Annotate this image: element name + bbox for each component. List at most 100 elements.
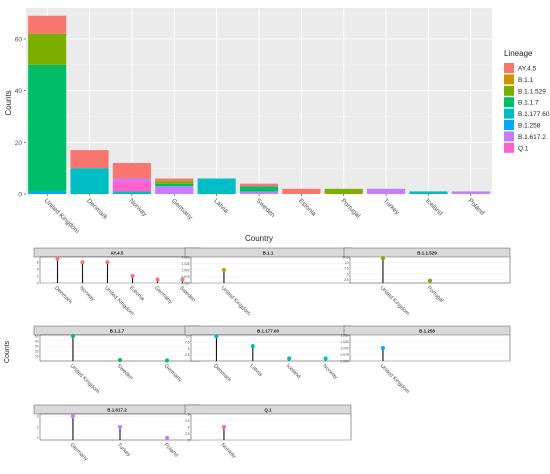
- facet-y-tick-label: 1: [37, 436, 39, 440]
- facet-x-tick-label: Germany: [163, 363, 183, 383]
- facet-b-1-1-529: B.1.1.529 2.5 57.5 10 12.5 United Kingdom Port…: [342, 247, 511, 317]
- facet-y-tick-label: 10: [186, 335, 190, 339]
- lollipop-point-b-1-177-60-latvia: [250, 344, 255, 349]
- legend-key-b-1-617-2: [504, 131, 514, 142]
- facet-b-1-177-60: B.1.177.60 2.5 5 7.5 10 Denmark Latvia Iceland N…: [184, 325, 352, 383]
- facet-y-tick-label: 2.5: [185, 353, 190, 357]
- facet-x-tick-label: Latvia: [248, 363, 263, 378]
- facet-x-tick-label: Norway: [220, 442, 238, 460]
- bar-norway-q-1: [112, 181, 151, 192]
- facet-panel: [39, 256, 201, 284]
- bar-denmark-ay-4-5: [70, 150, 109, 169]
- facet-b-1-258: B.1.258 0.950 0.975 1.000 1.025 1.050 United K…: [341, 325, 511, 395]
- bar-poland-b-1-617-2: [451, 191, 490, 194]
- facet-y-tick-label: 7.5: [344, 267, 349, 271]
- x-axis-label: Country: [245, 234, 273, 243]
- facet-y-tick-label: 30: [35, 344, 39, 348]
- facet-y-tick-label: 10: [345, 261, 349, 265]
- bar-latvia-b-1-177-60: [197, 178, 236, 194]
- bar-united-kingdom-b-1-258: [28, 191, 67, 194]
- x-tick-label-estonia: Estonia: [297, 197, 318, 218]
- bar-germany-b-1-1-7: [155, 183, 194, 187]
- lollipop-point-ay-4-5-estonia: [130, 273, 135, 279]
- bar-iceland-b-1-177-60: [409, 191, 448, 194]
- lollipop-point-ay-4-5-sweden: [180, 277, 185, 282]
- facet-y-tick-label: 1.000: [182, 268, 190, 272]
- bar-germany-ay-4-5: [155, 178, 194, 182]
- facet-x-tick-label: Poland: [163, 442, 179, 458]
- facet-x-tick-label: Germany: [69, 442, 89, 462]
- bar-sweden-b-1-617-2: [239, 191, 279, 194]
- x-tick-label-norway: Norway: [127, 197, 148, 218]
- lollipop-point-ay-4-5-united-kingdom: [105, 260, 110, 265]
- legend-label-b-1-177-60: B.1.177.60: [518, 111, 550, 118]
- facet-y-tick-label: 2: [37, 425, 39, 429]
- bar-united-kingdom-b-1-1-7: [28, 64, 67, 192]
- facet-b-1-617-2: B.1.617.2 1 2 3 Germany Turkey Poland: [33, 404, 201, 463]
- lollipop-point-b-1-617-2-poland: [164, 435, 170, 440]
- lollipop-point-b-1-1-529-portugal: [427, 278, 433, 283]
- facet-x-tick-label: Sweden: [116, 363, 134, 381]
- bar-norway-b-1-177-60: [112, 191, 151, 194]
- facet-y-tick-label: 3: [37, 414, 39, 418]
- legend-label-ay-4-5: AY.4.5: [518, 66, 537, 73]
- facet-title: AY.4.5: [111, 250, 124, 255]
- lollipop-facets: AY.4.5 0 2 4 6 Denmark Norway United Kingdom Est…: [33, 247, 511, 463]
- y-tick-label: 60: [15, 37, 23, 44]
- lollipop-point-ay-4-5-norway: [80, 260, 85, 265]
- legend-key-b-1-1-529: [504, 85, 514, 96]
- facet-x-tick-label: Estonia: [128, 285, 146, 303]
- facet-title: B.1.177.60: [257, 328, 280, 333]
- lollipop-point-b-1-1-529-united-kingdom: [380, 256, 386, 261]
- legend-label-b-1-1: B.1.1: [518, 77, 534, 84]
- legend-title: Lineage: [504, 49, 533, 58]
- legend-label-b-1-1-529: B.1.1.529: [518, 88, 546, 95]
- y-tick-label: 0: [18, 192, 22, 199]
- bar-sweden-ay-4-5: [239, 183, 279, 187]
- legend-key-b-1-1: [504, 74, 514, 85]
- x-tick-label-united-kingdom: United Kingdom: [43, 197, 81, 235]
- lollipop-point-b-1-258-united-kingdom: [380, 345, 386, 351]
- facet-x-tick-label: Norway: [321, 363, 339, 381]
- lollipop-point-b-1-177-60-iceland: [287, 356, 292, 361]
- facet-y-tick-label: 4: [188, 425, 190, 429]
- bar-united-kingdom-ay-4-5: [28, 15, 67, 34]
- facet-y-tick-label: 6: [37, 261, 39, 265]
- legend: Lineage AY.4.5 B.1.1 B.1.1.529 B.1.1.7 B.1.1…: [504, 49, 550, 153]
- facet-y-tick-label: 3: [188, 438, 190, 442]
- facet-y-tick-label: 10: [35, 354, 39, 358]
- facet-x-tick-label: Sweden: [178, 285, 196, 303]
- facet-y-tick-label: 0.950: [341, 359, 349, 363]
- facet-x-tick-label: United Kingdom: [220, 285, 252, 317]
- lollipop-point-ay-4-5-denmark: [55, 256, 60, 261]
- bar-estonia-ay-4-5: [282, 188, 321, 194]
- facet-x-tick-label: United Kingdom: [69, 363, 101, 395]
- main-panel: 0 20 40 60 United Kingdom Denmark Norway German…: [15, 8, 492, 235]
- facet-x-tick-label: Portugal: [426, 285, 445, 304]
- lollipop-point-b-1-617-2-germany: [70, 414, 76, 419]
- legend-label-b-1-617-2: B.1.617.2: [518, 134, 546, 141]
- x-tick-label-iceland: Iceland: [424, 197, 444, 217]
- facet-x-tick-label: Denmark: [212, 363, 232, 383]
- legend-key-q-1: [504, 142, 514, 153]
- bar-germany-b-1-617-2: [155, 186, 194, 194]
- lollipop-point-b-1-1-7-germany: [164, 358, 170, 363]
- x-tick-label-turkey: Turkey: [382, 197, 401, 216]
- facet-y-tick-label: 50: [35, 334, 39, 338]
- facet-y-tick-label: 0.975: [182, 275, 190, 279]
- lollipop-point-b-1-177-60-norway: [323, 356, 328, 361]
- x-tick-label-germany: Germany: [170, 197, 194, 221]
- legend-key-b-1-1-7: [504, 97, 514, 108]
- facet-y-tick-label: 4.5: [185, 419, 190, 423]
- facet-y-tick-label: 0.950: [182, 281, 190, 285]
- facet-x-tick-label: Norway: [78, 285, 96, 303]
- facet-x-tick-label: Iceland: [285, 363, 302, 380]
- lollipop-point-q-1-norway: [221, 424, 227, 430]
- facet-b-1-1: B.1.1 0.950 0.975 1.000 1.025 1.050 United Kin…: [182, 247, 352, 317]
- facet-title: B.1.1.529: [417, 250, 437, 255]
- y-tick-label: 20: [15, 140, 23, 147]
- bar-turkey-b-1-617-2: [367, 188, 406, 194]
- y-tick-label: 40: [15, 88, 23, 95]
- facet-y-tick-label: 12.5: [342, 255, 348, 259]
